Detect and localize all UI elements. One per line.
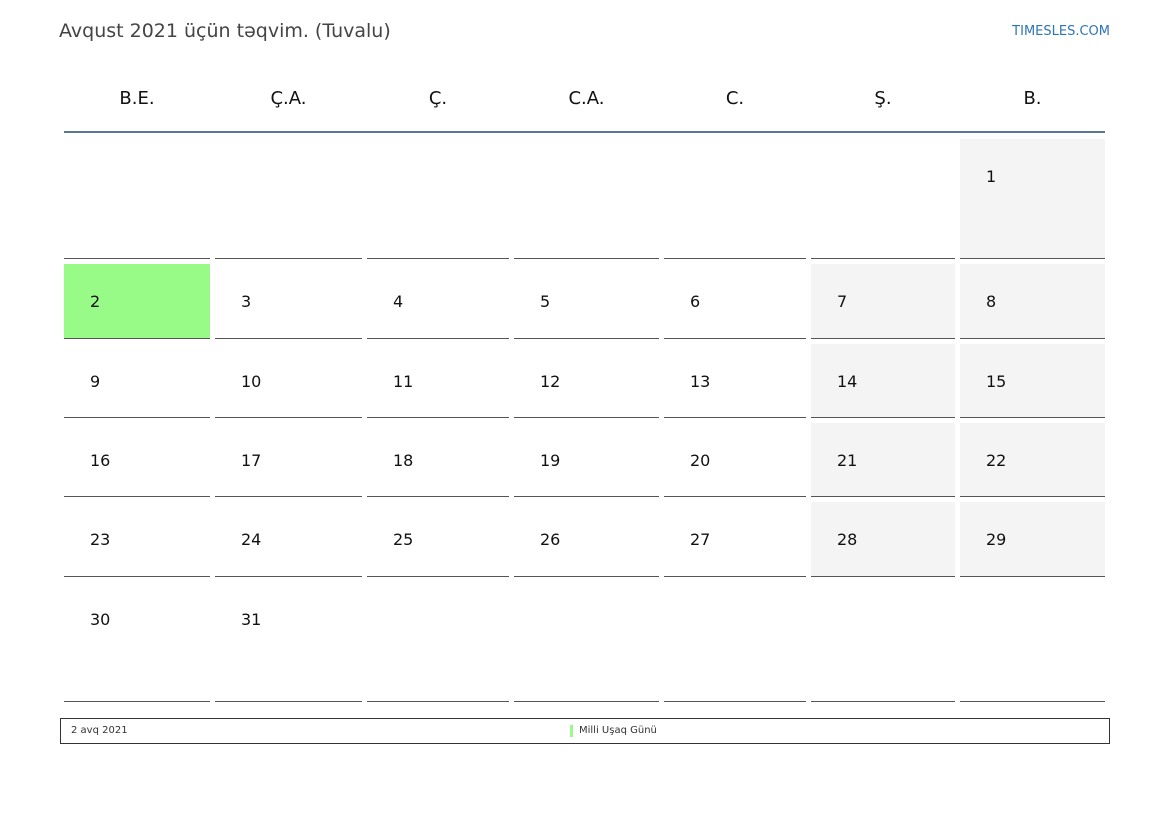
day-cell (514, 139, 659, 259)
day-cell: 20 (664, 423, 806, 497)
day-cell: 25 (367, 502, 509, 577)
day-cell: 30 (64, 582, 210, 702)
day-number: 26 (540, 530, 561, 549)
day-cell: 24 (215, 502, 362, 577)
day-cell: 2 (64, 264, 210, 339)
day-cell: 16 (64, 423, 210, 497)
day-number: 6 (690, 292, 701, 311)
day-cell (664, 139, 806, 259)
day-number: 11 (393, 372, 414, 391)
day-cell: 22 (960, 423, 1105, 497)
day-cell: 13 (664, 344, 806, 418)
day-cell: 19 (514, 423, 659, 497)
holiday-marker (570, 725, 573, 737)
day-cell: 1 (960, 139, 1105, 259)
day-cell: 5 (514, 264, 659, 339)
day-number: 12 (540, 372, 561, 391)
day-number: 7 (837, 292, 848, 311)
day-cell: 4 (367, 264, 509, 339)
day-cell: 29 (960, 502, 1105, 577)
day-number: 1 (986, 167, 997, 186)
title: Avqust 2021 üçün təqvim. (Tuvalu) (59, 20, 391, 42)
holiday-date: 2 avq 2021 (71, 725, 128, 736)
day-number: 28 (837, 530, 858, 549)
day-number: 9 (90, 372, 101, 391)
day-number: 10 (241, 372, 262, 391)
day-cell (811, 139, 955, 259)
day-cell: 8 (960, 264, 1105, 339)
day-cell: 12 (514, 344, 659, 418)
day-cell: 17 (215, 423, 362, 497)
day-cell: 27 (664, 502, 806, 577)
day-number: 29 (986, 530, 1007, 549)
day-number: 22 (986, 451, 1007, 470)
day-number: 27 (690, 530, 711, 549)
day-number: 31 (241, 610, 262, 629)
day-number: 18 (393, 451, 414, 470)
weekday: Ç. (428, 88, 448, 109)
day-cell: 10 (215, 344, 362, 418)
weekday: C. (725, 88, 745, 109)
day-cell: 21 (811, 423, 955, 497)
day-cell (215, 139, 362, 259)
day-number: 17 (241, 451, 262, 470)
day-number: 2 (90, 292, 101, 311)
day-cell: 26 (514, 502, 659, 577)
weekday: B.E. (119, 88, 155, 109)
day-cell: 15 (960, 344, 1105, 418)
day-cell: 6 (664, 264, 806, 339)
day-number: 13 (690, 372, 711, 391)
weekday: Ş. (874, 88, 892, 109)
day-number: 5 (540, 292, 551, 311)
day-cell: 28 (811, 502, 955, 577)
day-number: 15 (986, 372, 1007, 391)
day-number: 25 (393, 530, 414, 549)
day-cell: 31 (215, 582, 362, 702)
day-number: 14 (837, 372, 858, 391)
day-cell (367, 582, 509, 702)
day-cell (960, 582, 1105, 702)
day-cell: 3 (215, 264, 362, 339)
holiday-name: Milli Uşaq Günü (579, 725, 657, 736)
day-number: 3 (241, 292, 252, 311)
day-number: 30 (90, 610, 111, 629)
day-number: 21 (837, 451, 858, 470)
weekday: B. (1023, 88, 1042, 109)
day-cell (664, 582, 806, 702)
day-cell: 11 (367, 344, 509, 418)
header-line (64, 131, 1105, 133)
day-number: 20 (690, 451, 711, 470)
day-cell: 23 (64, 502, 210, 577)
day-cell: 18 (367, 423, 509, 497)
day-number: 4 (393, 292, 404, 311)
day-cell (811, 582, 955, 702)
day-cell (514, 582, 659, 702)
day-cell: 14 (811, 344, 955, 418)
day-number: 8 (986, 292, 997, 311)
weekday: C.A. (568, 88, 605, 109)
day-cell (367, 139, 509, 259)
day-number: 19 (540, 451, 561, 470)
day-number: 24 (241, 530, 262, 549)
day-number: 23 (90, 530, 111, 549)
day-cell (64, 139, 210, 259)
site-link[interactable]: TIMESLES.COM (1012, 24, 1110, 39)
weekday: Ç.A. (270, 88, 307, 109)
footer: 2 avq 2021 Milli Uşaq Günü (60, 718, 1110, 744)
day-number: 16 (90, 451, 111, 470)
day-cell: 7 (811, 264, 955, 339)
day-cell: 9 (64, 344, 210, 418)
